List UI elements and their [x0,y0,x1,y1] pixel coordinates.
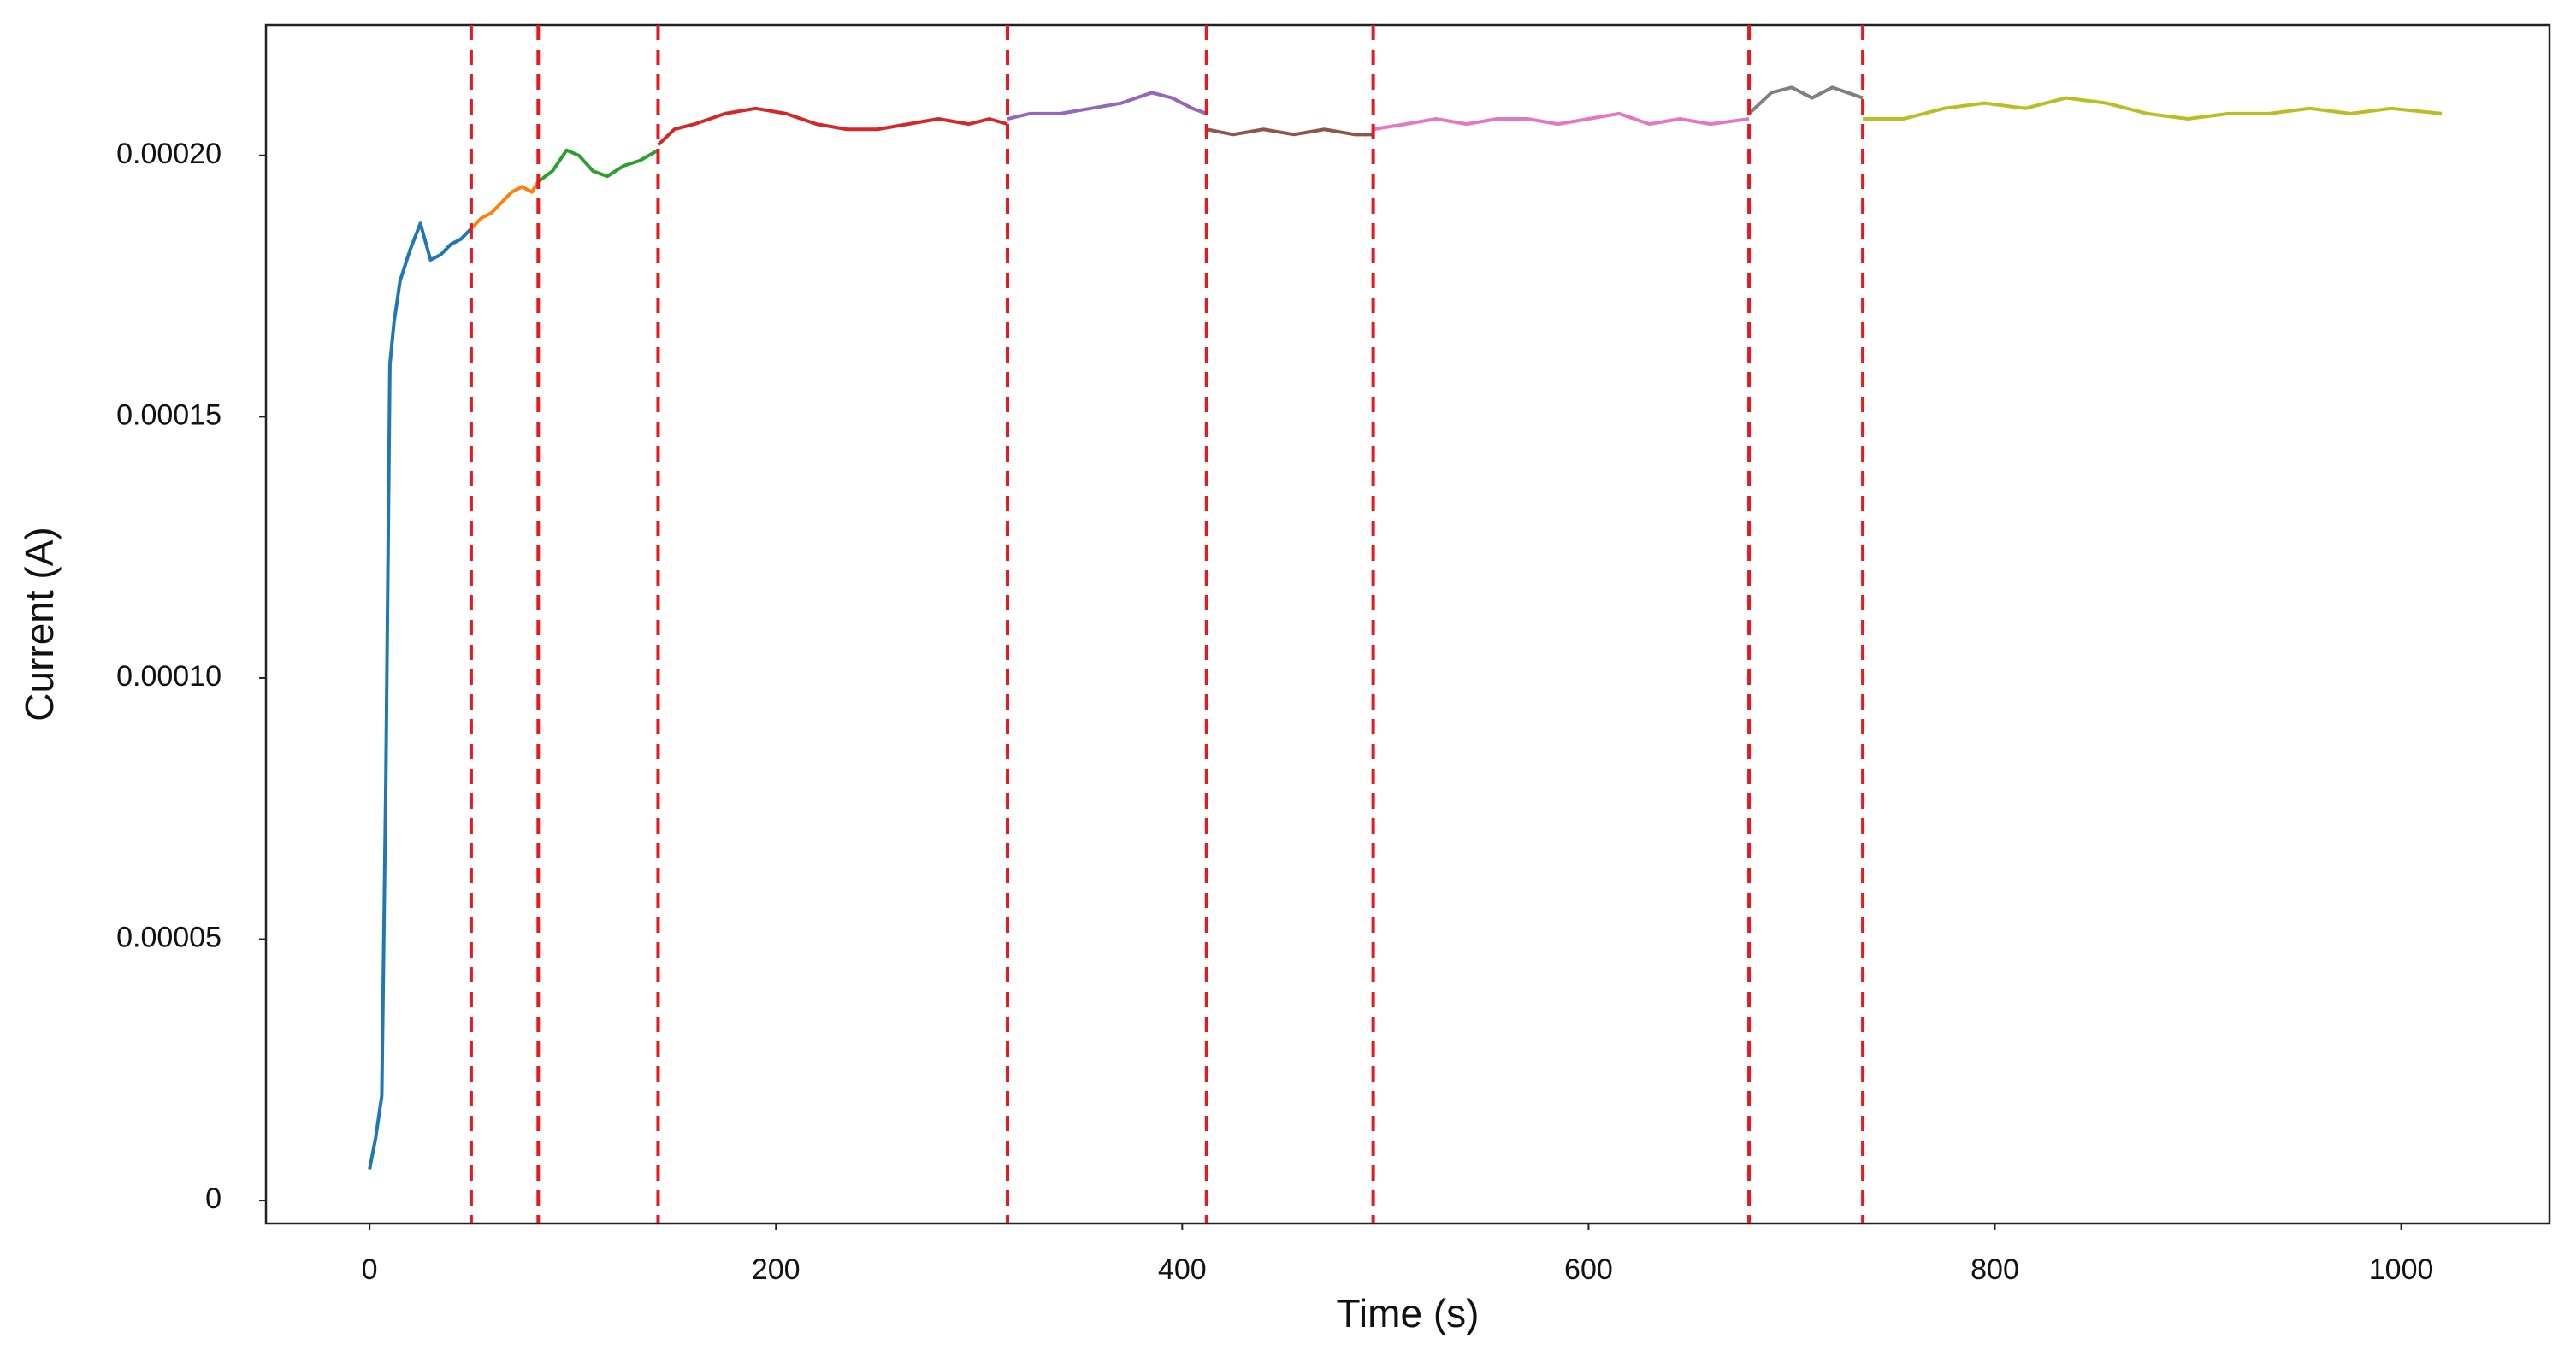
x-tick-label: 0 [362,1253,378,1286]
data-line [1206,127,1374,137]
y-axis-title: Current (A) [17,527,62,721]
y-tick-label: 0.00005 [116,922,222,954]
data-line [470,180,541,230]
x-tick-label: 1000 [2369,1253,2434,1286]
y-tick-label: 0.00020 [116,138,222,170]
x-tick-label: 400 [1158,1253,1207,1286]
y-tick-label: 0.00015 [116,398,222,431]
x-tick-label: 800 [1970,1253,2019,1286]
data-line [1863,96,2443,121]
data-line [1747,85,1864,115]
y-tick-label: 0.00010 [116,660,222,693]
x-tick-label: 600 [1564,1253,1613,1286]
data-line [657,106,1008,147]
data-line [1007,91,1208,121]
data-line [1373,111,1750,132]
data-line [537,148,659,183]
x-axis-title: Time (s) [1337,1291,1480,1335]
y-tick-label: 0 [205,1182,222,1215]
data-line [368,221,473,1170]
plot-frame [264,23,2551,1225]
x-tick-label: 200 [752,1253,801,1286]
